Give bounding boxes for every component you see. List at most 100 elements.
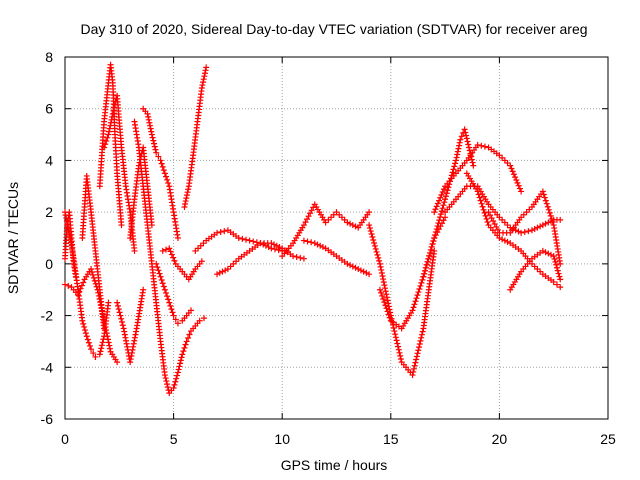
data-marker — [478, 200, 485, 207]
data-marker — [165, 296, 172, 303]
data-marker — [423, 261, 430, 268]
data-marker — [97, 348, 104, 355]
data-marker — [439, 205, 446, 212]
data-point — [83, 333, 90, 340]
data-point — [311, 240, 318, 247]
data-marker — [273, 242, 280, 249]
data-marker — [484, 219, 491, 226]
data-marker — [456, 142, 463, 149]
data-point — [140, 286, 147, 293]
data-marker — [80, 279, 87, 286]
data-marker — [416, 344, 423, 351]
series-track-25 — [507, 247, 564, 293]
data-point — [166, 245, 173, 252]
data-marker — [165, 180, 172, 187]
data-point — [409, 372, 416, 379]
data-marker — [546, 209, 553, 216]
x-tick-label: 25 — [600, 431, 616, 447]
data-marker — [438, 191, 445, 198]
data-marker — [458, 133, 465, 140]
data-point — [62, 281, 68, 288]
data-marker — [421, 270, 428, 277]
data-marker — [173, 375, 180, 382]
data-marker — [425, 255, 432, 262]
data-marker — [540, 191, 547, 198]
data-marker — [151, 143, 158, 150]
data-marker — [444, 187, 451, 194]
data-point — [539, 222, 546, 229]
series-track-18 — [366, 222, 438, 379]
series-track-3 — [62, 209, 79, 280]
data-marker — [81, 327, 88, 334]
data-marker — [428, 243, 435, 250]
data-marker — [216, 269, 223, 276]
data-marker — [116, 309, 123, 316]
data-marker — [383, 294, 390, 301]
data-marker — [508, 165, 515, 172]
data-marker — [382, 285, 389, 292]
data-marker — [171, 381, 178, 388]
data-point — [452, 157, 459, 164]
data-marker — [349, 263, 356, 270]
data-point — [72, 273, 79, 280]
data-point — [550, 253, 557, 260]
data-marker — [433, 203, 440, 210]
data-marker — [397, 356, 404, 363]
data-marker — [445, 184, 452, 191]
data-point — [148, 131, 155, 138]
data-marker — [99, 339, 106, 346]
data-marker — [80, 320, 87, 327]
plot-frame — [64, 56, 609, 420]
data-marker — [185, 186, 192, 193]
data-marker — [162, 375, 169, 382]
data-point — [268, 245, 275, 252]
data-marker — [381, 282, 388, 289]
data-point — [557, 284, 564, 291]
data-marker — [434, 200, 441, 207]
data-point — [366, 209, 373, 216]
data-marker — [515, 228, 522, 235]
data-point — [539, 188, 546, 195]
series-track-11 — [153, 260, 194, 327]
data-marker — [380, 279, 387, 286]
data-marker — [380, 296, 387, 303]
data-marker — [397, 352, 404, 359]
data-marker — [430, 237, 437, 244]
data-point — [174, 369, 181, 376]
data-marker — [304, 238, 311, 245]
data-marker — [378, 269, 385, 276]
data-marker — [462, 129, 469, 136]
data-marker — [146, 119, 153, 126]
data-point — [557, 216, 564, 223]
data-point — [88, 346, 95, 353]
data-marker — [499, 236, 506, 243]
data-marker — [454, 148, 461, 155]
data-marker — [378, 266, 385, 273]
data-marker — [375, 254, 382, 261]
data-marker — [553, 261, 560, 268]
data-marker — [371, 242, 378, 249]
data-marker — [465, 141, 472, 148]
data-point — [557, 276, 564, 283]
data-marker — [480, 206, 487, 213]
data-marker — [160, 167, 167, 174]
series-track-22 — [442, 183, 564, 236]
data-marker — [464, 138, 471, 145]
data-marker — [169, 309, 176, 316]
data-marker — [162, 246, 169, 253]
data-marker — [450, 166, 457, 173]
data-marker — [168, 306, 175, 313]
data-marker — [373, 248, 380, 255]
data-marker — [383, 291, 390, 298]
data-marker — [151, 140, 158, 147]
data-marker — [178, 354, 185, 361]
data-point — [442, 214, 449, 221]
data-marker — [271, 241, 278, 248]
data-point — [376, 286, 383, 293]
data-marker — [432, 232, 439, 239]
data-marker — [542, 220, 549, 227]
data-marker — [357, 267, 364, 274]
data-marker — [243, 236, 249, 243]
data-point — [496, 235, 503, 241]
